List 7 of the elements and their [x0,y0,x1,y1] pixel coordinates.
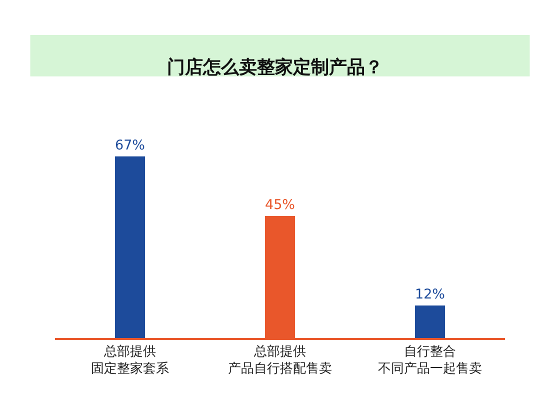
data-label: 67% [115,137,146,154]
chart-title: 门店怎么卖整家定制产品？ [167,57,383,78]
x-tick-label: 总部提供固定整家套系 [91,344,169,376]
data-label: 12% [415,286,446,302]
data-label: 45% [265,197,296,214]
x-tick-label: 总部提供产品自行搭配售卖 [228,344,332,376]
x-tick-label: 自行整合不同产品一起售卖 [378,344,482,376]
